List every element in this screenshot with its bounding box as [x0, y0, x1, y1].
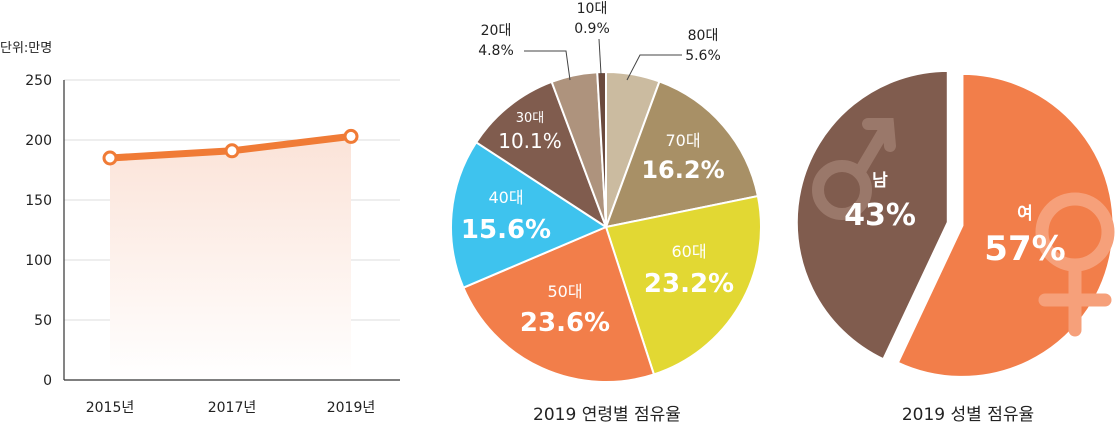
y-tick-label: 50	[34, 313, 52, 329]
slice-label-60: 60대	[671, 242, 706, 261]
line-points	[102, 128, 359, 166]
gender-pie-title: 2019 성별 점유율	[902, 405, 1034, 424]
gender-value-male: 43%	[844, 198, 916, 233]
leader-line-10	[598, 38, 602, 75]
x-tick-label: 2019년	[327, 400, 376, 416]
y-tick-label: 0	[43, 373, 52, 389]
gender-label-female: 여	[1017, 204, 1033, 224]
pie-slice	[474, 80, 609, 230]
pie-slice	[450, 140, 609, 289]
y-tick-label: 150	[25, 193, 52, 209]
slice-label-50: 50대	[547, 282, 582, 301]
x-tick-labels: 2015년 2017년 2019년	[86, 400, 376, 416]
slice-value-40: 15.6%	[461, 215, 551, 245]
slice-label-80: 80대	[688, 28, 719, 44]
gender-label-male: 남	[872, 171, 888, 191]
slice-value-10: 0.9%	[574, 21, 610, 37]
female-symbol-icon	[1035, 192, 1115, 337]
age-pie-chart: 70대 16.2% 60대 23.2% 50대 23.6% 40대 15.6% …	[450, 1, 762, 424]
line-chart: 단위:만명 0 50 100 150 200 250 2015년 2017년 2019년	[0, 41, 400, 416]
gender-pie-chart: 남 43% 여 57% 2019 성별 점유율	[794, 68, 1116, 424]
leader-line-20	[524, 50, 571, 81]
gender-value-female: 57%	[984, 229, 1065, 269]
line-area-fill	[110, 136, 351, 380]
unit-label: 단위:만명	[0, 41, 52, 56]
pie-slice	[596, 70, 607, 228]
pie-slice	[604, 194, 762, 376]
pie-slice	[794, 68, 950, 362]
slice-value-20: 4.8%	[478, 43, 514, 59]
y-tick-label: 200	[25, 133, 52, 149]
slice-label-70: 70대	[665, 131, 700, 150]
slice-value-30: 10.1%	[498, 129, 562, 153]
age-pie-title: 2019 연령별 점유율	[533, 405, 681, 424]
slice-label-40: 40대	[488, 188, 523, 207]
slice-label-10: 10대	[577, 1, 608, 17]
data-point	[343, 128, 359, 144]
pie-slice	[462, 225, 656, 383]
data-point	[102, 150, 118, 166]
leader-line-80	[626, 54, 682, 81]
male-symbol-icon	[812, 118, 896, 220]
slice-label-30: 30대	[516, 111, 545, 126]
slice-label-20: 20대	[481, 23, 512, 39]
age-pie-slices	[450, 70, 762, 383]
slice-value-50: 23.6%	[520, 308, 610, 338]
pie-slice	[604, 80, 760, 229]
y-tick-label: 250	[25, 73, 52, 89]
x-tick-label: 2015년	[86, 400, 135, 416]
data-point	[224, 143, 240, 159]
line-chart-axes	[63, 80, 400, 381]
x-tick-label: 2017년	[208, 400, 257, 416]
slice-value-70: 16.2%	[641, 156, 724, 184]
y-tick-label: 100	[25, 253, 52, 269]
slice-value-80: 5.6%	[685, 48, 721, 64]
y-tick-labels: 0 50 100 150 200 250	[25, 73, 52, 389]
slice-value-60: 23.2%	[644, 269, 734, 299]
